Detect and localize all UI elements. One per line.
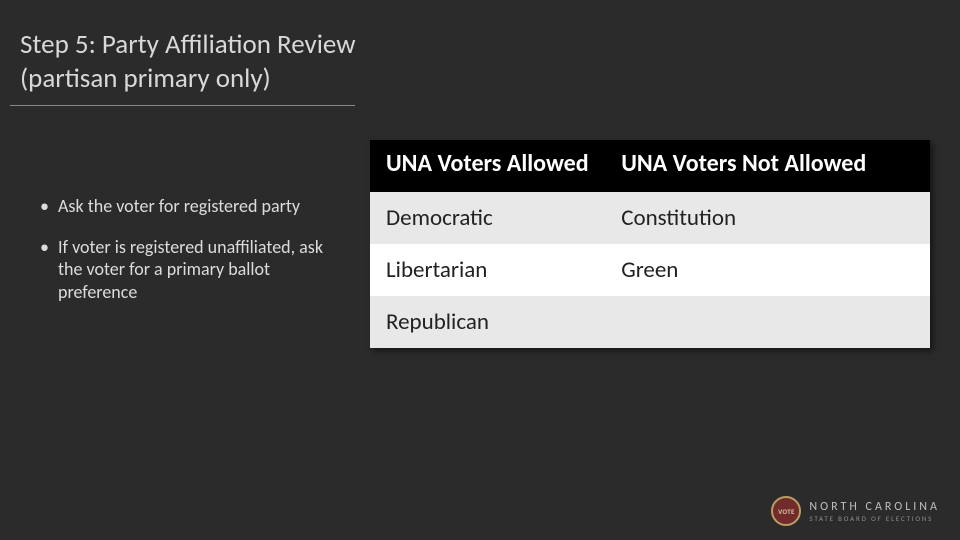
logo-text: NORTH CAROLINA STATE BOARD OF ELECTIONS — [809, 501, 940, 522]
logo-top-text: NORTH CAROLINA — [809, 501, 940, 513]
page-title: Step 5: Party Affiliation Review (partis… — [20, 28, 356, 96]
list-item: Ask the voter for registered party — [40, 195, 330, 218]
logo-bottom-text: STATE BOARD OF ELECTIONS — [809, 515, 940, 522]
table-row: Democratic Constitution — [370, 192, 930, 244]
table-cell — [605, 296, 930, 348]
footer-logo: VOTE NORTH CAROLINA STATE BOARD OF ELECT… — [771, 496, 940, 526]
list-item: If voter is registered unaffiliated, ask… — [40, 236, 330, 304]
table-cell: Green — [605, 244, 930, 296]
table-row: Libertarian Green — [370, 244, 930, 296]
table-cell: Constitution — [605, 192, 930, 244]
table-cell: Libertarian — [370, 244, 605, 296]
table-cell: Republican — [370, 296, 605, 348]
table-header-cell: UNA Voters Allowed — [370, 140, 605, 192]
table-header-cell: UNA Voters Not Allowed — [605, 140, 930, 192]
title-line-2: (partisan primary only) — [20, 62, 356, 96]
bullet-list: Ask the voter for registered party If vo… — [40, 195, 330, 321]
title-line-1: Step 5: Party Affiliation Review — [20, 28, 356, 62]
seal-icon: VOTE — [771, 496, 801, 526]
title-underline — [10, 105, 355, 106]
seal-text: VOTE — [778, 507, 795, 516]
table-cell: Democratic — [370, 192, 605, 244]
una-voters-table: UNA Voters Allowed UNA Voters Not Allowe… — [370, 140, 930, 348]
table-row: Republican — [370, 296, 930, 348]
table-header-row: UNA Voters Allowed UNA Voters Not Allowe… — [370, 140, 930, 192]
